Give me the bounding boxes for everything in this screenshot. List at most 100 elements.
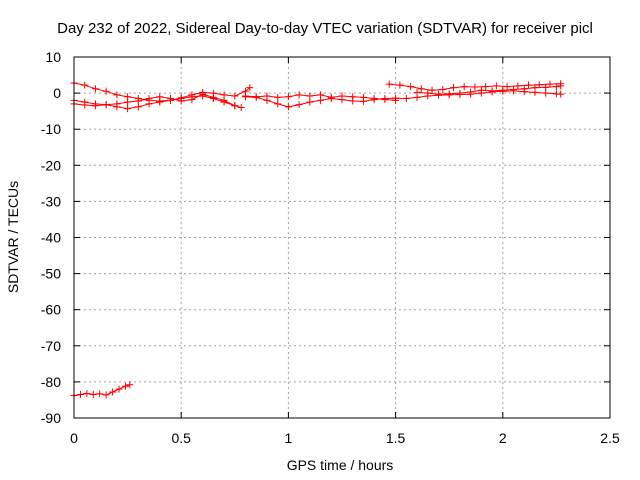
x-tick-label: 0.5 <box>171 430 191 446</box>
data-point <box>520 85 528 93</box>
y-tick-label: 10 <box>45 49 61 65</box>
data-point <box>552 83 560 91</box>
data-point <box>385 80 393 88</box>
x-tick-label: 2 <box>499 430 507 446</box>
data-point <box>124 98 132 106</box>
series-line <box>73 95 235 110</box>
data-point <box>231 102 239 110</box>
data-point <box>338 92 346 100</box>
data-point <box>242 92 250 100</box>
data-point <box>96 390 104 398</box>
x-tick-label: 0 <box>70 430 78 446</box>
data-point <box>102 87 110 95</box>
data-point <box>467 88 475 96</box>
data-point <box>81 81 89 89</box>
data-point <box>413 88 421 96</box>
series-line <box>73 384 130 397</box>
series-arc-c <box>70 92 239 113</box>
y-tick-label: -30 <box>41 193 61 209</box>
data-point <box>113 91 121 99</box>
data-point <box>109 388 117 396</box>
data-point <box>76 391 84 399</box>
data-point <box>370 95 378 103</box>
data-point <box>124 105 132 113</box>
x-tick-label: 2.5 <box>600 430 620 446</box>
data-point <box>514 82 522 90</box>
data-point <box>115 385 123 393</box>
series-arc-f <box>385 80 565 94</box>
data-point <box>121 382 129 390</box>
data-point <box>246 84 254 92</box>
data-point <box>91 100 99 108</box>
data-point <box>434 90 442 98</box>
data-point <box>402 95 410 103</box>
data-point <box>295 101 303 109</box>
data-point <box>407 83 415 91</box>
data-point <box>126 381 134 389</box>
x-tick-label: 1.5 <box>386 430 406 446</box>
data-point <box>546 80 554 88</box>
y-axis-label: SDTVAR / TECUs <box>5 181 21 293</box>
series-arc-h <box>70 381 134 400</box>
data-point <box>503 83 511 91</box>
data-point <box>306 98 314 106</box>
data-point <box>424 89 432 97</box>
data-point <box>392 96 400 104</box>
data-point <box>381 96 389 104</box>
data-point <box>456 89 464 97</box>
data-point <box>263 92 271 100</box>
data-point <box>199 92 207 100</box>
data-point <box>274 93 282 101</box>
y-tick-label: -70 <box>41 338 61 354</box>
data-point <box>482 83 490 91</box>
data-point <box>396 81 404 89</box>
y-tick-label: -20 <box>41 157 61 173</box>
data-point <box>327 93 335 101</box>
series-arc-d <box>242 87 565 111</box>
data-point <box>417 85 425 93</box>
data-point <box>145 100 153 108</box>
axis-ticks: 0 0.5 1 1.5 2 2.5 10 0 -10 -20 -30 -40 -50 -60 -70 -80 -… <box>41 49 620 446</box>
data-point <box>488 87 496 95</box>
data-point <box>231 92 239 100</box>
data-point <box>499 86 507 94</box>
data-point <box>471 83 479 91</box>
data-point <box>274 100 282 108</box>
series-arc-g <box>413 82 565 98</box>
data-point <box>83 389 91 397</box>
data-point <box>177 95 185 103</box>
y-tick-label: -80 <box>41 374 61 390</box>
data-point <box>445 90 453 98</box>
data-point <box>306 92 314 100</box>
data-point <box>525 81 533 89</box>
data-point <box>89 391 97 399</box>
series-line <box>73 82 251 102</box>
y-tick-label: -40 <box>41 230 61 246</box>
series-arc-e <box>242 91 400 104</box>
data-point <box>531 84 539 92</box>
data-point <box>252 93 260 101</box>
y-tick-label: -10 <box>41 121 61 137</box>
data-point <box>220 98 228 106</box>
data-point <box>284 103 292 111</box>
data-point <box>102 101 110 109</box>
data-point <box>460 83 468 91</box>
data-point <box>359 93 367 101</box>
data-point <box>156 98 164 106</box>
series-group <box>70 79 565 400</box>
data-point <box>81 98 89 106</box>
data-point <box>237 104 245 112</box>
data-point <box>102 391 110 399</box>
data-point <box>188 93 196 101</box>
chart-title: Day 232 of 2022, Sidereal Day-to-day VTE… <box>57 20 593 37</box>
data-point <box>439 85 447 93</box>
data-point <box>349 93 357 101</box>
data-point <box>557 90 565 98</box>
y-tick-label: -60 <box>41 302 61 318</box>
data-point <box>284 93 292 101</box>
data-point <box>317 91 325 99</box>
x-tick-label: 1 <box>285 430 293 446</box>
data-point <box>477 86 485 94</box>
data-point <box>510 85 518 93</box>
